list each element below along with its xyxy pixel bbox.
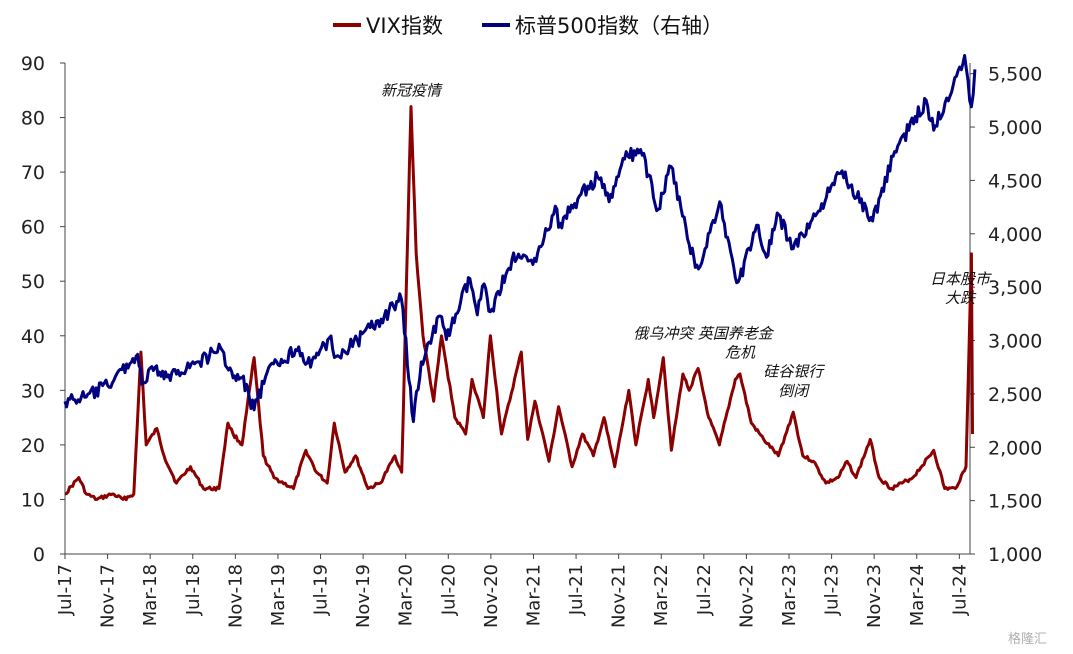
left-tick-label: 0: [33, 544, 45, 566]
annotation-label: 新冠疫情: [381, 82, 443, 100]
left-tick-label: 20: [21, 435, 45, 457]
annotation-label: 危机: [725, 344, 756, 362]
x-tick-label: Mar-20: [396, 564, 417, 626]
x-tick-label: Nov-17: [98, 564, 119, 628]
annotation-label: 日本股市: [930, 270, 992, 288]
x-tick-label: Nov-19: [353, 564, 374, 628]
annotation-label: 英国养老金: [698, 325, 775, 343]
left-tick-label: 30: [21, 380, 45, 402]
x-tick-label: Jul-23: [822, 564, 843, 616]
right-tick-label: 2,000: [988, 437, 1042, 459]
x-tick-label: Nov-21: [609, 564, 630, 628]
x-tick-label: Mar-18: [140, 564, 161, 626]
x-axis: Jul-17 Nov-17 Mar-18 Jul-18 Nov-18 Mar-19 Jul-…: [55, 553, 970, 628]
vix-series-line: [64, 105, 974, 502]
x-tick-label: Jul-21: [566, 564, 587, 616]
x-tick-label: Mar-22: [651, 564, 672, 626]
annotation-label: 硅谷银行: [763, 363, 825, 381]
right-axis: 1,000 1,500 2,000 2,500 3,000 3,500 4,000 4,500…: [969, 63, 1042, 566]
left-tick-label: 50: [21, 271, 45, 293]
left-tick-label: 10: [21, 489, 45, 511]
annotation-label: 倒闭: [778, 382, 810, 400]
plot-area: [63, 54, 977, 502]
x-tick-label: Mar-23: [779, 564, 800, 626]
left-tick-label: 80: [21, 108, 45, 130]
x-tick-label: Jul-19: [311, 564, 332, 616]
right-tick-label: 4,000: [988, 224, 1042, 246]
legend: VIX指数 标普500指数（右轴）: [333, 14, 723, 38]
legend-label-vix: VIX指数: [366, 14, 443, 38]
annotation-label: 俄乌冲突: [633, 325, 695, 343]
left-tick-label: 60: [21, 217, 45, 239]
annotation-label: 大跌: [945, 289, 977, 307]
sp500-series-line: [63, 54, 977, 424]
left-axis: 0 10 20 30 40 50 60 70 80 90: [21, 53, 66, 566]
left-tick-label: 90: [21, 53, 45, 75]
x-tick-label: Jul-20: [438, 564, 459, 616]
left-tick-label: 70: [21, 162, 45, 184]
right-tick-label: 3,500: [988, 277, 1042, 299]
watermark: 格隆汇: [1008, 631, 1047, 647]
x-tick-label: Mar-19: [268, 564, 289, 626]
x-tick-label: Nov-22: [736, 564, 757, 628]
right-tick-label: 5,500: [988, 64, 1042, 86]
left-tick-label: 40: [21, 326, 45, 348]
x-tick-label: Jul-22: [694, 564, 715, 616]
right-tick-label: 1,500: [988, 491, 1042, 513]
right-tick-label: 2,500: [988, 384, 1042, 406]
x-tick-label: Nov-18: [225, 564, 246, 628]
x-tick-label: Jul-17: [55, 564, 76, 616]
right-tick-label: 3,000: [988, 331, 1042, 353]
legend-label-sp500: 标普500指数（右轴）: [515, 14, 723, 38]
right-tick-label: 5,000: [988, 117, 1042, 139]
x-tick-label: Mar-21: [523, 564, 544, 626]
x-tick-label: Jul-18: [183, 564, 204, 616]
right-tick-label: 4,500: [988, 170, 1042, 192]
x-tick-label: Nov-23: [864, 564, 885, 628]
x-tick-label: Mar-24: [907, 564, 928, 626]
x-tick-label: Nov-20: [481, 564, 502, 628]
right-tick-label: 1,000: [988, 544, 1042, 566]
x-tick-label: Jul-24: [949, 564, 970, 616]
